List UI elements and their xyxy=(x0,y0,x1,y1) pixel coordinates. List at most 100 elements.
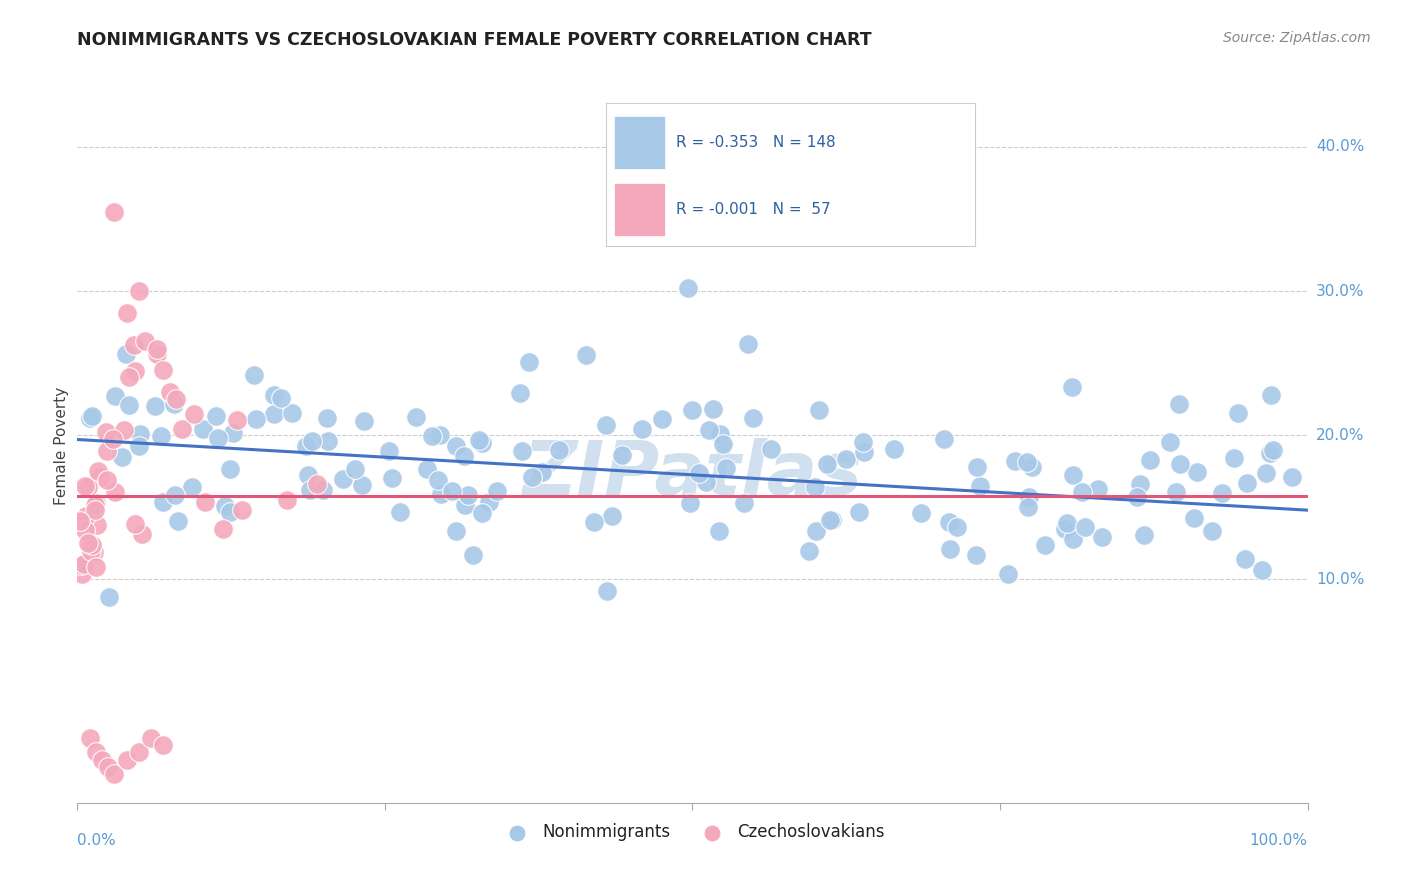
Point xyxy=(702,402,724,417)
Point xyxy=(87,464,110,478)
Point xyxy=(1074,519,1097,533)
Point xyxy=(429,428,451,442)
Point xyxy=(101,432,124,446)
Point xyxy=(89,470,111,484)
Point xyxy=(104,484,127,499)
Point xyxy=(297,467,319,482)
Text: 30.0%: 30.0% xyxy=(1316,284,1364,299)
Point xyxy=(301,434,323,448)
Point xyxy=(163,397,186,411)
Point xyxy=(430,487,453,501)
Point xyxy=(84,560,107,574)
Point xyxy=(733,496,755,510)
Point xyxy=(1211,486,1233,500)
Point xyxy=(124,364,146,378)
Point xyxy=(97,590,120,604)
Point xyxy=(270,391,292,405)
Point xyxy=(84,495,107,509)
Point xyxy=(1087,482,1109,496)
Point xyxy=(1233,552,1256,566)
Point xyxy=(180,480,202,494)
Text: ZIPatlas: ZIPatlas xyxy=(523,438,862,511)
Point xyxy=(804,481,827,495)
Point xyxy=(115,306,138,320)
Point xyxy=(84,499,107,513)
Point xyxy=(79,410,101,425)
Point xyxy=(307,476,329,491)
Point xyxy=(146,346,169,360)
Point xyxy=(118,370,141,384)
Point xyxy=(84,745,107,759)
Point xyxy=(1091,530,1114,544)
Point xyxy=(1260,388,1282,402)
Point xyxy=(352,478,374,492)
Point xyxy=(477,494,499,508)
Text: 10.0%: 10.0% xyxy=(1316,572,1364,587)
Point xyxy=(1070,485,1092,500)
Point xyxy=(851,435,873,450)
Point xyxy=(530,465,553,479)
Point xyxy=(295,439,318,453)
Point xyxy=(1132,528,1154,542)
Point xyxy=(695,475,717,489)
Point xyxy=(298,483,321,497)
Point xyxy=(1167,397,1189,411)
Point xyxy=(214,499,236,513)
Point xyxy=(509,385,531,400)
Point xyxy=(77,536,100,550)
Point xyxy=(1185,466,1208,480)
Point xyxy=(938,516,960,530)
Point xyxy=(678,496,700,510)
Point xyxy=(1126,490,1149,504)
Point xyxy=(103,767,125,781)
Point xyxy=(129,426,152,441)
Point xyxy=(697,423,720,437)
Point xyxy=(122,337,145,351)
Point xyxy=(75,478,97,492)
Point xyxy=(709,427,731,442)
Point xyxy=(650,411,672,425)
Point xyxy=(630,422,652,436)
Point xyxy=(243,368,266,382)
Point xyxy=(1017,455,1039,469)
Point xyxy=(124,516,146,531)
Point xyxy=(381,471,404,485)
Point xyxy=(194,495,217,509)
Point xyxy=(1260,446,1282,460)
Point xyxy=(80,409,103,424)
Text: NONIMMIGRANTS VS CZECHOSLOVAKIAN FEMALE POVERTY CORRELATION CHART: NONIMMIGRANTS VS CZECHOSLOVAKIAN FEMALE … xyxy=(77,31,872,49)
Point xyxy=(714,461,737,475)
Point xyxy=(115,753,138,767)
Point xyxy=(97,760,120,774)
Point xyxy=(1060,380,1083,394)
Point xyxy=(73,557,96,571)
Point xyxy=(939,541,962,556)
Point xyxy=(191,422,214,436)
Point xyxy=(470,507,492,521)
Point xyxy=(163,488,186,502)
Point xyxy=(1201,524,1223,538)
Point xyxy=(1184,510,1206,524)
Point xyxy=(444,524,467,539)
Point xyxy=(353,414,375,428)
Point xyxy=(575,348,598,362)
Point xyxy=(416,462,439,476)
Point xyxy=(225,413,247,427)
Point xyxy=(517,354,540,368)
Point xyxy=(688,466,710,480)
Point xyxy=(263,388,285,402)
Point xyxy=(910,506,932,520)
Point xyxy=(1236,475,1258,490)
Point xyxy=(1062,467,1084,482)
Point xyxy=(128,284,150,298)
Point xyxy=(276,492,298,507)
Point xyxy=(183,407,205,421)
Point xyxy=(1164,484,1187,499)
Point xyxy=(332,472,354,486)
Point xyxy=(70,566,93,581)
Point xyxy=(1004,454,1026,468)
Point xyxy=(69,514,91,528)
Point xyxy=(457,488,479,502)
Point xyxy=(152,363,174,377)
Point xyxy=(1261,442,1284,457)
